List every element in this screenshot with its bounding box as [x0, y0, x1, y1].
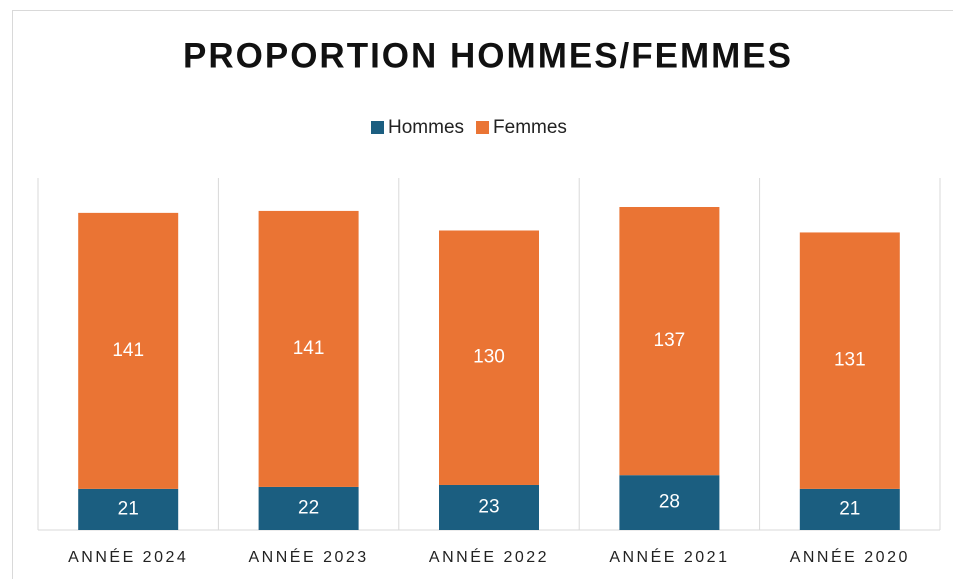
bar-segment: [439, 484, 539, 530]
data-label: 23: [478, 497, 499, 518]
x-tick-label: ANNÉE 2023: [249, 547, 369, 566]
x-tick-label: ANNÉE 2021: [609, 547, 729, 566]
data-label: 21: [118, 498, 139, 519]
bar-segment: [619, 207, 720, 476]
data-label: 21: [839, 498, 860, 519]
legend-swatch: [476, 121, 490, 134]
bar-segment: [258, 486, 359, 530]
bar-segment: [799, 488, 900, 530]
data-label: 141: [112, 340, 144, 361]
legend-swatch: [371, 121, 384, 134]
data-label: 131: [834, 350, 866, 371]
bar-segment: [799, 232, 900, 489]
chart-title: PROPORTION HOMMES/FEMMES: [183, 36, 793, 75]
bar-segment: [439, 230, 539, 485]
legend-label: Femmes: [493, 117, 567, 138]
bar-segment: [78, 212, 179, 489]
bar-segment: [619, 475, 720, 530]
data-label: 28: [659, 492, 680, 513]
chart-frame: [12, 10, 953, 579]
x-tick-label: ANNÉE 2024: [68, 547, 188, 566]
data-label: 22: [298, 497, 319, 518]
bar-segment: [78, 488, 179, 530]
data-label: 137: [654, 330, 686, 351]
legend-label: Hommes: [388, 117, 464, 138]
data-label: 141: [293, 338, 325, 359]
data-label: 130: [473, 347, 505, 368]
bar-segment: [258, 210, 359, 487]
x-tick-label: ANNÉE 2022: [429, 547, 549, 566]
x-tick-label: ANNÉE 2020: [790, 547, 910, 566]
